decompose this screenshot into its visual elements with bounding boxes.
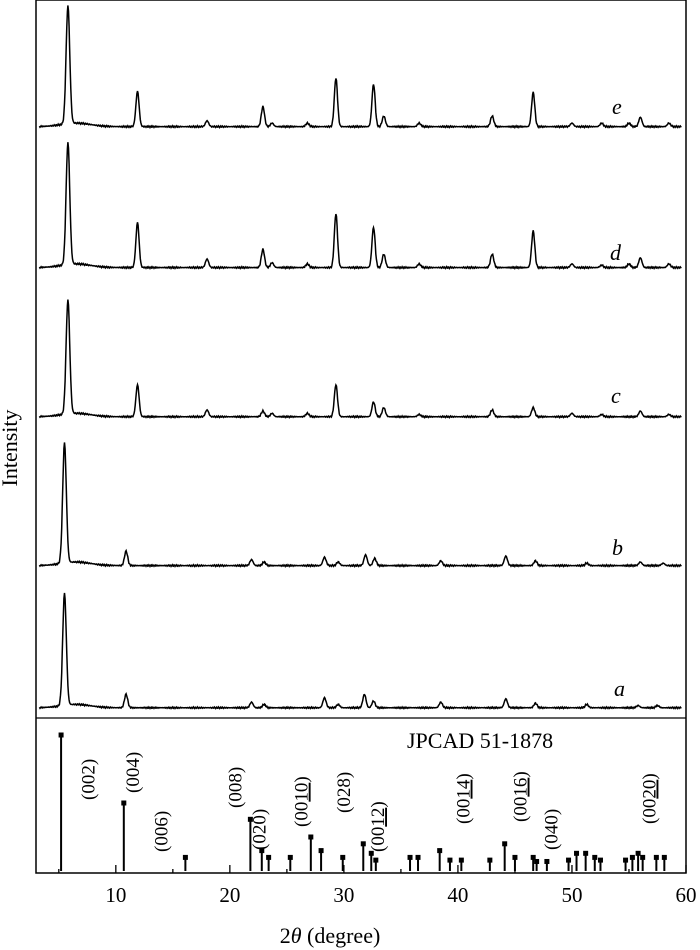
series-label-c: c xyxy=(611,383,621,408)
x-tick-label: 40 xyxy=(447,883,468,907)
pattern-b xyxy=(38,442,682,568)
hkl-label: (0012) xyxy=(368,801,389,852)
x-axis-title: 2θ (degree) xyxy=(280,923,381,948)
series-label-e: e xyxy=(612,94,622,119)
reference-line-marker xyxy=(629,854,635,860)
hkl-label: (002) xyxy=(79,759,100,800)
reference-line-marker xyxy=(415,854,421,860)
x-tick-label: 30 xyxy=(333,883,354,907)
plot-border xyxy=(35,0,687,874)
pattern-c xyxy=(38,299,682,419)
x-tick-label: 60 xyxy=(676,883,697,907)
reference-line-marker xyxy=(447,857,453,863)
x-tick-label: 50 xyxy=(561,883,582,907)
reference-line-marker xyxy=(266,854,272,860)
reference-line-marker xyxy=(368,850,374,856)
x-axis-ticks: 10 20 30 40 50 60 xyxy=(58,865,697,907)
reference-card-label: JPCAD 51-1878 xyxy=(407,728,553,753)
series-label-d: d xyxy=(610,240,622,265)
reference-line-marker xyxy=(318,848,324,854)
reference-line-marker xyxy=(512,854,518,860)
reference-line-marker xyxy=(653,854,659,860)
plot-frame xyxy=(35,0,687,874)
reference-line-marker xyxy=(437,848,443,854)
miller-index-labels: (002) (004) (006) (008)(020) (0010) (028) (001… xyxy=(79,752,661,852)
hkl-label: (006) xyxy=(151,811,172,852)
x-tick-label: 10 xyxy=(105,883,126,907)
reference-line-marker xyxy=(661,854,667,860)
reference-line-marker xyxy=(566,857,572,863)
reference-line-marker xyxy=(487,857,493,863)
hkl-label: (028) xyxy=(334,772,355,813)
reference-line-marker xyxy=(544,858,550,864)
x-axis-title-prefix: 2 xyxy=(280,923,291,948)
reference-line-marker xyxy=(583,850,589,856)
hkl-label: (008) xyxy=(226,767,247,808)
y-axis-title: Intensity xyxy=(0,410,22,487)
reference-line-marker xyxy=(635,850,641,856)
series-label-b: b xyxy=(612,535,623,560)
reference-line-marker xyxy=(121,800,127,806)
reference-line-marker xyxy=(530,854,536,860)
hkl-label: (0010) xyxy=(292,776,313,827)
hkl-label: (040) xyxy=(541,809,562,850)
series-label-a: a xyxy=(614,676,625,701)
reference-line-marker xyxy=(574,850,580,856)
reference-line-marker xyxy=(640,854,646,860)
pattern-a xyxy=(38,592,682,710)
hkl-label: (004) xyxy=(123,752,144,793)
hkl-label: (0016) xyxy=(511,771,532,822)
reference-line-marker xyxy=(458,857,464,863)
reference-line-marker xyxy=(502,841,508,847)
reference-line-marker xyxy=(623,857,629,863)
reference-line-marker xyxy=(340,854,346,860)
diffraction-patterns xyxy=(38,5,682,710)
reference-line-marker xyxy=(247,816,253,822)
reference-line-marker xyxy=(592,854,598,860)
reference-line-marker xyxy=(287,854,293,860)
reference-line-marker xyxy=(597,857,603,863)
x-axis-title-unit: (degree) xyxy=(302,923,381,948)
reference-line-marker xyxy=(534,858,540,864)
reference-line-marker xyxy=(407,854,413,860)
hkl-label: (020) xyxy=(250,809,271,850)
reference-line-marker xyxy=(373,857,379,863)
pattern-d xyxy=(38,142,682,271)
reference-stick-pattern xyxy=(58,732,667,871)
reference-line-marker xyxy=(360,841,366,847)
hkl-label: (0020) xyxy=(640,773,661,824)
hkl-label: (0014) xyxy=(454,773,475,824)
reference-line-marker xyxy=(259,848,265,854)
series-labels: a b c d e xyxy=(610,94,625,701)
pattern-e xyxy=(38,5,682,130)
reference-line-marker xyxy=(308,834,314,840)
x-tick-label: 20 xyxy=(219,883,240,907)
reference-line-marker xyxy=(182,854,188,860)
reference-line-marker xyxy=(58,732,64,738)
x-axis-title-theta: θ xyxy=(291,923,302,948)
